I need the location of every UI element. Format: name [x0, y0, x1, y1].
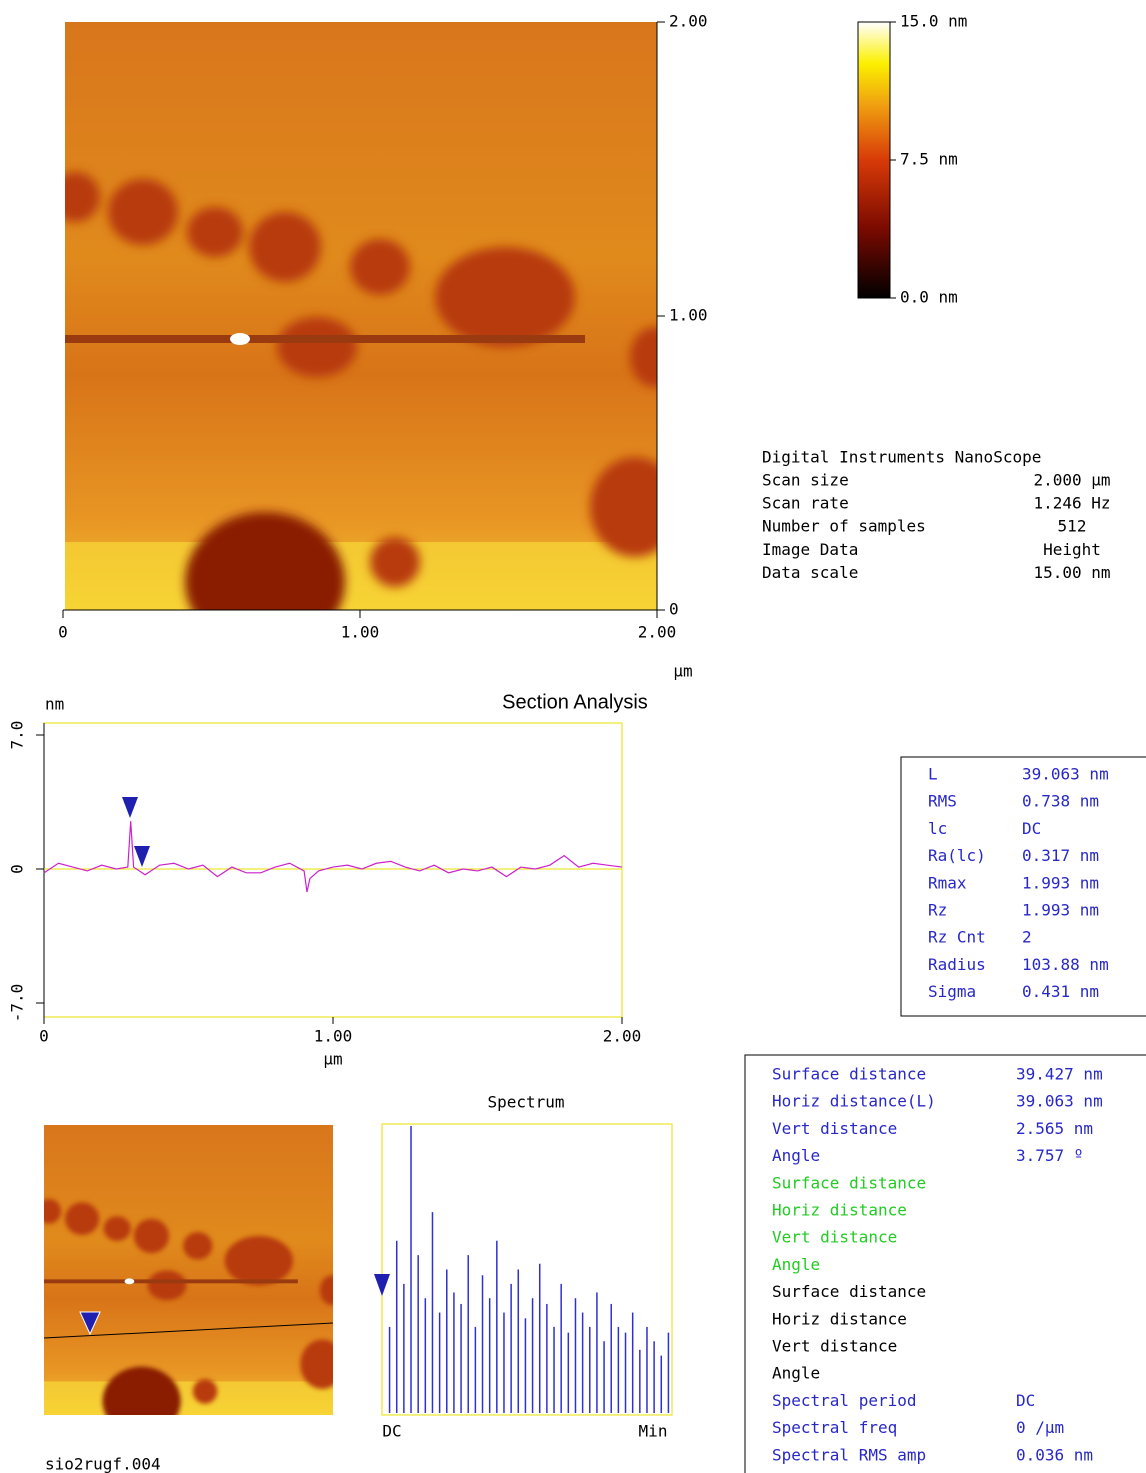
- info-label: Scan size: [762, 471, 849, 490]
- stat-value: 39.063 nm: [1022, 765, 1109, 784]
- stat-value: DC: [1022, 819, 1041, 838]
- cursor: [134, 846, 150, 867]
- info-header: Digital Instruments NanoScope: [762, 448, 1041, 467]
- measure-label: Vert distance: [772, 1337, 897, 1356]
- spectrum-title: Spectrum: [487, 1093, 564, 1112]
- colorbar-label: 0.0 nm: [900, 288, 958, 307]
- info-value: 15.00 nm: [1033, 563, 1110, 582]
- stat-value: 1.993 nm: [1022, 873, 1099, 892]
- measure-label: Spectral period: [772, 1391, 917, 1410]
- measure-value: 0.036 nm: [1016, 1445, 1093, 1464]
- y-tick-label: 1.00: [669, 306, 708, 325]
- measure-label: Spectral freq: [772, 1418, 897, 1437]
- info-label: Number of samples: [762, 517, 926, 536]
- x-tick-label: 0: [58, 623, 68, 642]
- stat-label: Rz: [928, 901, 947, 920]
- measure-label: Angle: [772, 1146, 820, 1165]
- stat-label: Rmax: [928, 873, 967, 892]
- filename: sio2rugf.004: [45, 1455, 161, 1473]
- measure-label: Spectral RMS amp: [772, 1445, 926, 1464]
- measure-label: Horiz distance: [772, 1201, 907, 1220]
- stat-label: RMS: [928, 792, 957, 811]
- info-label: Data scale: [762, 563, 858, 582]
- section-line: [43, 1322, 334, 1339]
- info-value: 512: [1058, 517, 1087, 536]
- measure-label: Vert distance: [772, 1228, 897, 1247]
- section-frame: [43, 722, 623, 1018]
- afm-image: [50, 22, 680, 652]
- measure-value: 3.757 º: [1016, 1146, 1083, 1165]
- x-tick-label: 1.00: [341, 623, 380, 642]
- stat-value: 103.88 nm: [1022, 955, 1109, 974]
- stat-label: Ra(lc): [928, 846, 986, 865]
- spectrum-label: DC: [382, 1422, 401, 1441]
- measure-label: Horiz distance: [772, 1309, 907, 1328]
- spectrum-label: Min: [639, 1422, 668, 1441]
- spectrum-frame: [381, 1123, 673, 1416]
- measure-label: Surface distance: [772, 1065, 926, 1084]
- info-value: 1.246 Hz: [1033, 494, 1110, 513]
- stat-value: 0.317 nm: [1022, 846, 1099, 865]
- y-tick-label: 0: [669, 600, 679, 619]
- x-unit: µm: [323, 1050, 342, 1069]
- measure-value: DC: [1016, 1391, 1035, 1410]
- x-tick-label: 2.00: [603, 1027, 642, 1046]
- thumbnail: [37, 1125, 345, 1436]
- stat-value: 1.993 nm: [1022, 901, 1099, 920]
- measure-box: [744, 1054, 1146, 1473]
- measure-label: Angle: [772, 1364, 820, 1383]
- cursor: [122, 797, 138, 818]
- y-tick-label: 7.0: [8, 721, 27, 750]
- measure-label: Angle: [772, 1255, 820, 1274]
- stat-value: 2: [1022, 928, 1032, 947]
- measure-label: Horiz distance(L): [772, 1092, 936, 1111]
- info-value: Height: [1043, 540, 1101, 559]
- stat-label: lc: [928, 819, 947, 838]
- y-tick-label: 2.00: [669, 12, 708, 31]
- info-label: Scan rate: [762, 494, 849, 513]
- colorbar: [857, 21, 891, 299]
- colorbar-label: 15.0 nm: [900, 12, 967, 31]
- y-tick-label: 0: [8, 864, 27, 874]
- stat-value: 0.738 nm: [1022, 792, 1099, 811]
- cursor: [79, 1311, 101, 1336]
- y-tick-label: -7.0: [8, 984, 27, 1023]
- info-label: Image Data: [762, 540, 858, 559]
- stat-label: Rz Cnt: [928, 928, 986, 947]
- image-unit: µm: [673, 662, 692, 681]
- stats-box: [900, 756, 1146, 1017]
- cursor: [374, 1274, 390, 1296]
- stat-label: Radius: [928, 955, 986, 974]
- info-value: 2.000 µm: [1033, 471, 1110, 490]
- measure-value: 0 /µm: [1016, 1418, 1064, 1437]
- measure-label: Surface distance: [772, 1282, 926, 1301]
- measure-value: 39.063 nm: [1016, 1092, 1103, 1111]
- section-title: Section Analysis: [502, 691, 648, 713]
- measure-value: 39.427 nm: [1016, 1065, 1103, 1084]
- x-tick-label: 0: [39, 1027, 49, 1046]
- x-tick-label: 1.00: [314, 1027, 353, 1046]
- root: Section Analysis nm µm µm Spectrum DC Mi…: [8, 12, 1146, 1473]
- colorbar-label: 7.5 nm: [900, 150, 958, 169]
- x-tick-label: 2.00: [638, 623, 677, 642]
- stat-value: 0.431 nm: [1022, 982, 1099, 1001]
- measure-label: Vert distance: [772, 1119, 897, 1138]
- measure-label: Surface distance: [772, 1173, 926, 1192]
- stat-label: Sigma: [928, 982, 976, 1001]
- y-unit: nm: [45, 695, 64, 714]
- stat-label: L: [928, 765, 938, 784]
- profile: [43, 821, 623, 893]
- measure-value: 2.565 nm: [1016, 1119, 1093, 1138]
